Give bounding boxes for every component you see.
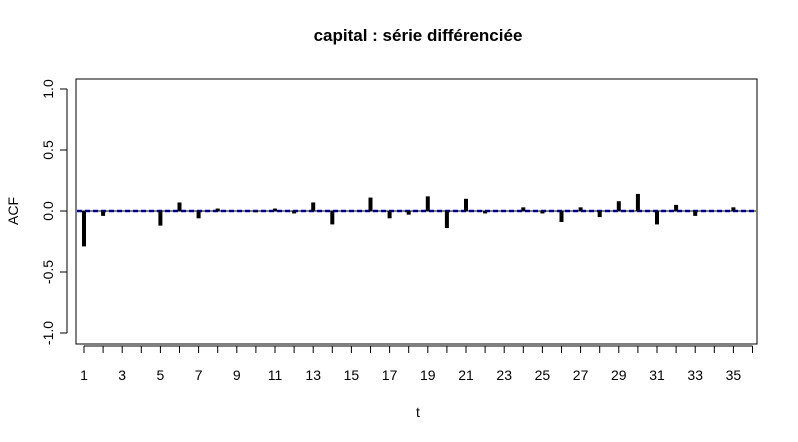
y-tick-label: 1.0 — [40, 79, 56, 99]
x-tick-label: 35 — [726, 367, 742, 383]
chart-title: capital : série différenciée — [314, 26, 523, 45]
x-tick-label: 5 — [157, 367, 165, 383]
x-tick-label: 13 — [305, 367, 321, 383]
y-axis: -1.0 -0.5 0.0 0.5 1.0 — [40, 79, 67, 345]
y-tick-label: -1.0 — [40, 321, 56, 345]
x-tick-label: 17 — [382, 367, 398, 383]
x-tick-label: 23 — [496, 367, 512, 383]
x-tick-label: 25 — [535, 367, 551, 383]
y-tick-label: -0.5 — [40, 260, 56, 284]
x-tick-label: 27 — [573, 367, 589, 383]
acf-bars — [84, 194, 733, 246]
x-tick-label: 31 — [649, 367, 665, 383]
y-tick-label: 0.5 — [40, 140, 56, 160]
x-tick-label: 29 — [611, 367, 627, 383]
x-axis: 1 3 5 7 9 11 13 15 17 19 21 23 25 27 29 31 33 35 — [80, 346, 752, 383]
x-tick-label: 19 — [420, 367, 436, 383]
x-tick-label: 15 — [344, 367, 360, 383]
x-tick-label: 9 — [233, 367, 241, 383]
x-axis-label: t — [416, 404, 420, 420]
x-tick-label: 1 — [80, 367, 88, 383]
x-tick-label: 3 — [118, 367, 126, 383]
y-tick-label: 0.0 — [40, 201, 56, 221]
x-tick-label: 21 — [458, 367, 474, 383]
x-tick-label: 11 — [268, 367, 283, 383]
y-axis-label: ACF — [5, 197, 21, 225]
x-tick-label: 7 — [195, 367, 203, 383]
x-tick-label: 33 — [687, 367, 703, 383]
